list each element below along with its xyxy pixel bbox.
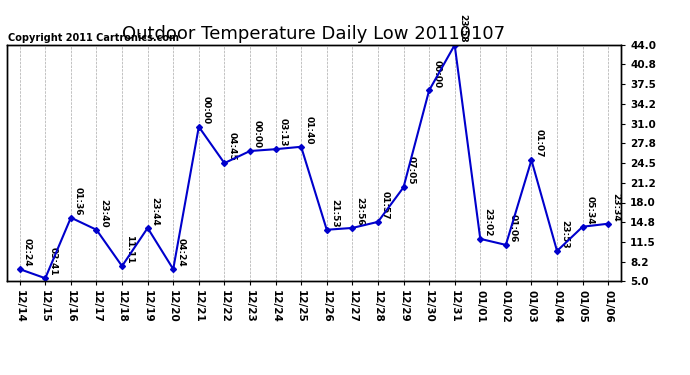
Text: 01:40: 01:40 xyxy=(304,116,313,144)
Text: 00:00: 00:00 xyxy=(432,60,441,88)
Text: 11:11: 11:11 xyxy=(125,235,134,264)
Text: 00:00: 00:00 xyxy=(202,96,211,124)
Text: 23:56: 23:56 xyxy=(355,197,364,225)
Text: 04:24: 04:24 xyxy=(176,238,186,267)
Text: 05:34: 05:34 xyxy=(586,196,595,224)
Text: 23:02: 23:02 xyxy=(483,208,493,236)
Text: 01:06: 01:06 xyxy=(509,214,518,243)
Text: 23:44: 23:44 xyxy=(150,196,159,225)
Text: 23:53: 23:53 xyxy=(560,220,569,249)
Text: 01:57: 01:57 xyxy=(381,191,390,219)
Text: 03:41: 03:41 xyxy=(48,247,57,276)
Text: 01:07: 01:07 xyxy=(535,129,544,158)
Title: Outdoor Temperature Daily Low 20110107: Outdoor Temperature Daily Low 20110107 xyxy=(122,26,506,44)
Text: 07:05: 07:05 xyxy=(406,156,415,185)
Text: 21:53: 21:53 xyxy=(330,199,339,227)
Text: 23:58: 23:58 xyxy=(457,14,466,43)
Text: 23:40: 23:40 xyxy=(99,199,108,227)
Text: 03:13: 03:13 xyxy=(279,118,288,147)
Text: 01:36: 01:36 xyxy=(74,187,83,215)
Text: 00:00: 00:00 xyxy=(253,120,262,148)
Text: Copyright 2011 Cartronics.com: Copyright 2011 Cartronics.com xyxy=(8,33,179,43)
Text: 04:45: 04:45 xyxy=(228,132,237,161)
Text: 02:24: 02:24 xyxy=(23,238,32,267)
Text: 23:34: 23:34 xyxy=(611,192,620,221)
